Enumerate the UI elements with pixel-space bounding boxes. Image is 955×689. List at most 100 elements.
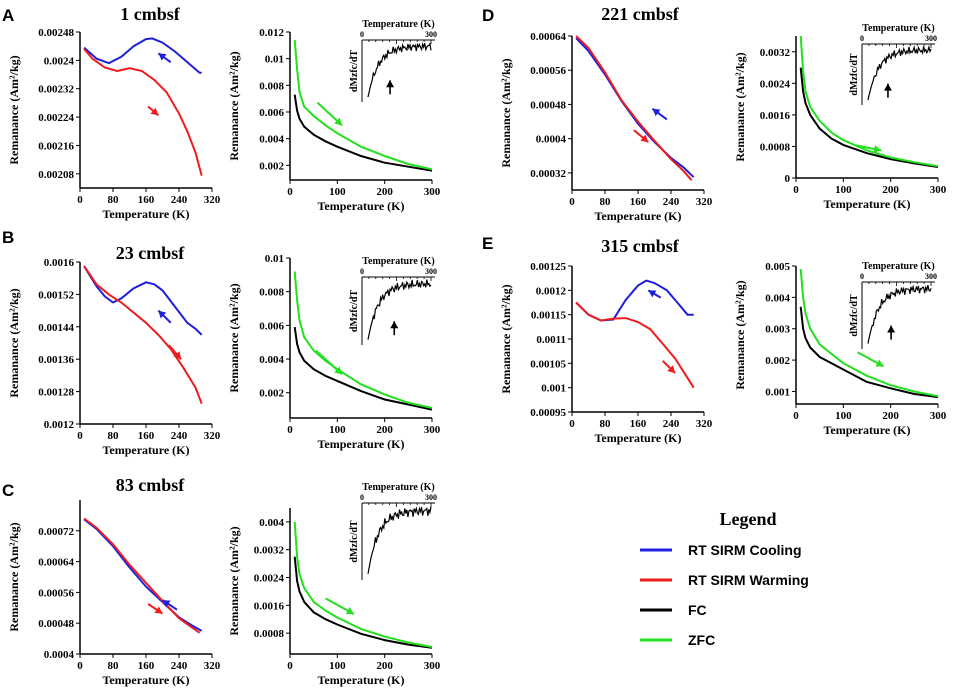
sirm-x-tick-label: 160 — [138, 660, 155, 672]
inset-x-label: Temperature (K) — [362, 19, 435, 30]
sirm-y-axis-label: Remanance (Am²/kg) — [7, 522, 21, 631]
sirm-x-tick-label: 80 — [108, 430, 120, 442]
sirm-x-tick-label: 0 — [77, 430, 83, 442]
inset-curve — [367, 42, 432, 98]
fczfc-x-tick-label: 200 — [376, 660, 393, 672]
fczfc-y-tick-label: 0.006 — [259, 320, 284, 332]
panel-label: E — [482, 234, 493, 253]
inset-x-tick-label: 300 — [925, 34, 937, 43]
inset-x-tick-label: 300 — [925, 272, 937, 281]
legend-label-cooling: RT SIRM Cooling — [688, 542, 802, 558]
series-rt-sirm-cooling — [83, 265, 203, 336]
fczfc-y-tick-label: 0.004 — [259, 134, 284, 146]
sirm-arrow — [662, 360, 676, 374]
panel-label: B — [2, 228, 14, 247]
sirm-arrow-head — [162, 600, 171, 608]
inset: Temperature (K)0 300 dMzfc/dT — [349, 256, 437, 345]
inset-x-label: Temperature (K) — [862, 261, 935, 272]
inset-x-label: Temperature (K) — [362, 256, 435, 267]
panel-title: 221 cmbsf — [601, 4, 679, 24]
sirm-arrow-head — [648, 290, 657, 298]
fczfc-x-tick-label: 300 — [424, 424, 441, 436]
inset-y-label: dMzfc/dT — [349, 50, 360, 93]
sirm-y-tick-label: 0.00032 — [530, 168, 566, 180]
sirm-y-tick-label: 0.00248 — [38, 27, 74, 39]
sirm-y-tick-label: 0.00115 — [531, 310, 567, 322]
series-fc — [799, 67, 939, 168]
series-fc — [293, 94, 433, 172]
inset-x-tick-label: 0 — [860, 34, 864, 43]
sirm-arrow — [633, 129, 649, 143]
inset: Temperature (K)0 300 dMzfc/dT — [849, 23, 937, 105]
zfc-arrow — [857, 351, 885, 368]
fczfc-y-tick-label: 0.0008 — [254, 628, 285, 640]
sirm-x-tick-label: 240 — [171, 194, 188, 206]
fczfc-y-tick-label: 0.0024 — [760, 78, 791, 90]
inset-x-tick-label: 300 — [425, 493, 437, 502]
sirm-x-tick-label: 240 — [171, 660, 188, 672]
inset-x-tick-label: 0 — [360, 493, 364, 502]
fczfc-y-tick-label: 0.012 — [259, 27, 284, 39]
sirm-x-tick-label: 80 — [600, 196, 612, 208]
fczfc-y-axis-label: Remanance (Am²/kg) — [733, 52, 747, 161]
fczfc-x-tick-label: 0 — [793, 410, 799, 422]
fczfc-x-tick-label: 0 — [287, 424, 293, 436]
fczfc-y-axis-label: Remanance (Am²/kg) — [227, 526, 241, 635]
fczfc-x-tick-label: 300 — [424, 660, 441, 672]
sirm-x-tick-label: 0 — [77, 194, 83, 206]
inset-x-tick-label: 0 — [360, 267, 364, 276]
fczfc-y-axis-label: Remanance (Am²/kg) — [227, 51, 241, 160]
panel-label: D — [482, 6, 494, 25]
series-rt-sirm-warming — [83, 48, 203, 176]
zfc-arrow-head — [875, 359, 884, 367]
sirm-y-tick-label: 0.0011 — [536, 334, 566, 346]
sirm-arrow-head — [158, 310, 167, 319]
sirm-x-axis-label: Temperature (K) — [595, 431, 682, 445]
fczfc-y-tick-label: 0.008 — [259, 287, 284, 299]
fczfc-y-tick-label: 0 — [785, 173, 791, 185]
inset-curve — [367, 506, 432, 574]
sirm-arrow — [647, 289, 662, 299]
sirm-y-tick-label: 0.00048 — [530, 99, 566, 111]
zfc-arrow — [325, 597, 355, 615]
sirm-y-axis-label: Remanance (Am²/kg) — [499, 284, 513, 393]
sirm-x-axis-label: Temperature (K) — [103, 673, 190, 687]
sirm-y-tick-label: 0.0012 — [536, 285, 567, 297]
fczfc-y-tick-label: 0.0016 — [254, 600, 285, 612]
fczfc-x-tick-label: 300 — [930, 410, 947, 422]
legend-label-warming: RT SIRM Warming — [688, 572, 809, 588]
zfc-arrow-head — [334, 366, 343, 375]
sirm-y-tick-label: 0.00048 — [38, 618, 74, 630]
fczfc-y-tick-label: 0.0016 — [760, 110, 791, 122]
sirm-x-tick-label: 160 — [138, 430, 155, 442]
sirm-arrow-head — [150, 107, 159, 116]
sirm-x-axis-label: Temperature (K) — [103, 207, 190, 221]
series-zfc — [799, 35, 939, 168]
sirm-x-tick-label: 240 — [663, 418, 680, 430]
fczfc-x-tick-label: 100 — [835, 184, 852, 196]
sirm-x-tick-label: 160 — [138, 194, 155, 206]
inset-marker-arrow-head — [390, 321, 399, 329]
inset-marker-arrow-head — [386, 80, 395, 88]
sirm-arrow-head — [158, 53, 167, 61]
fczfc-y-tick-label: 0.01 — [265, 54, 284, 66]
sirm-y-axis-label: Remanance (Am²/kg) — [499, 58, 513, 167]
legend-label-fc: FC — [688, 602, 707, 618]
inset-curve — [367, 279, 432, 340]
fczfc-y-tick-label: 0.002 — [259, 388, 284, 400]
sirm-y-tick-label: 0.00136 — [38, 354, 74, 366]
panel-label: A — [2, 6, 14, 25]
sirm-y-tick-label: 0.00144 — [38, 322, 74, 334]
fczfc-y-tick-label: 0.0024 — [254, 573, 285, 585]
sirm-y-tick-label: 0.00232 — [38, 84, 74, 96]
sirm-x-tick-label: 0 — [569, 196, 575, 208]
sirm-y-tick-label: 0.00095 — [530, 407, 566, 419]
fczfc-x-tick-label: 100 — [329, 660, 346, 672]
fczfc-y-axis-label: Remanance (Am²/kg) — [227, 283, 241, 392]
inset-x-label: Temperature (K) — [862, 23, 935, 34]
sirm-x-tick-label: 80 — [108, 194, 120, 206]
inset-marker-arrow-head — [883, 83, 892, 91]
sirm-y-tick-label: 0.00105 — [530, 358, 566, 370]
sirm-arrow — [157, 52, 172, 63]
